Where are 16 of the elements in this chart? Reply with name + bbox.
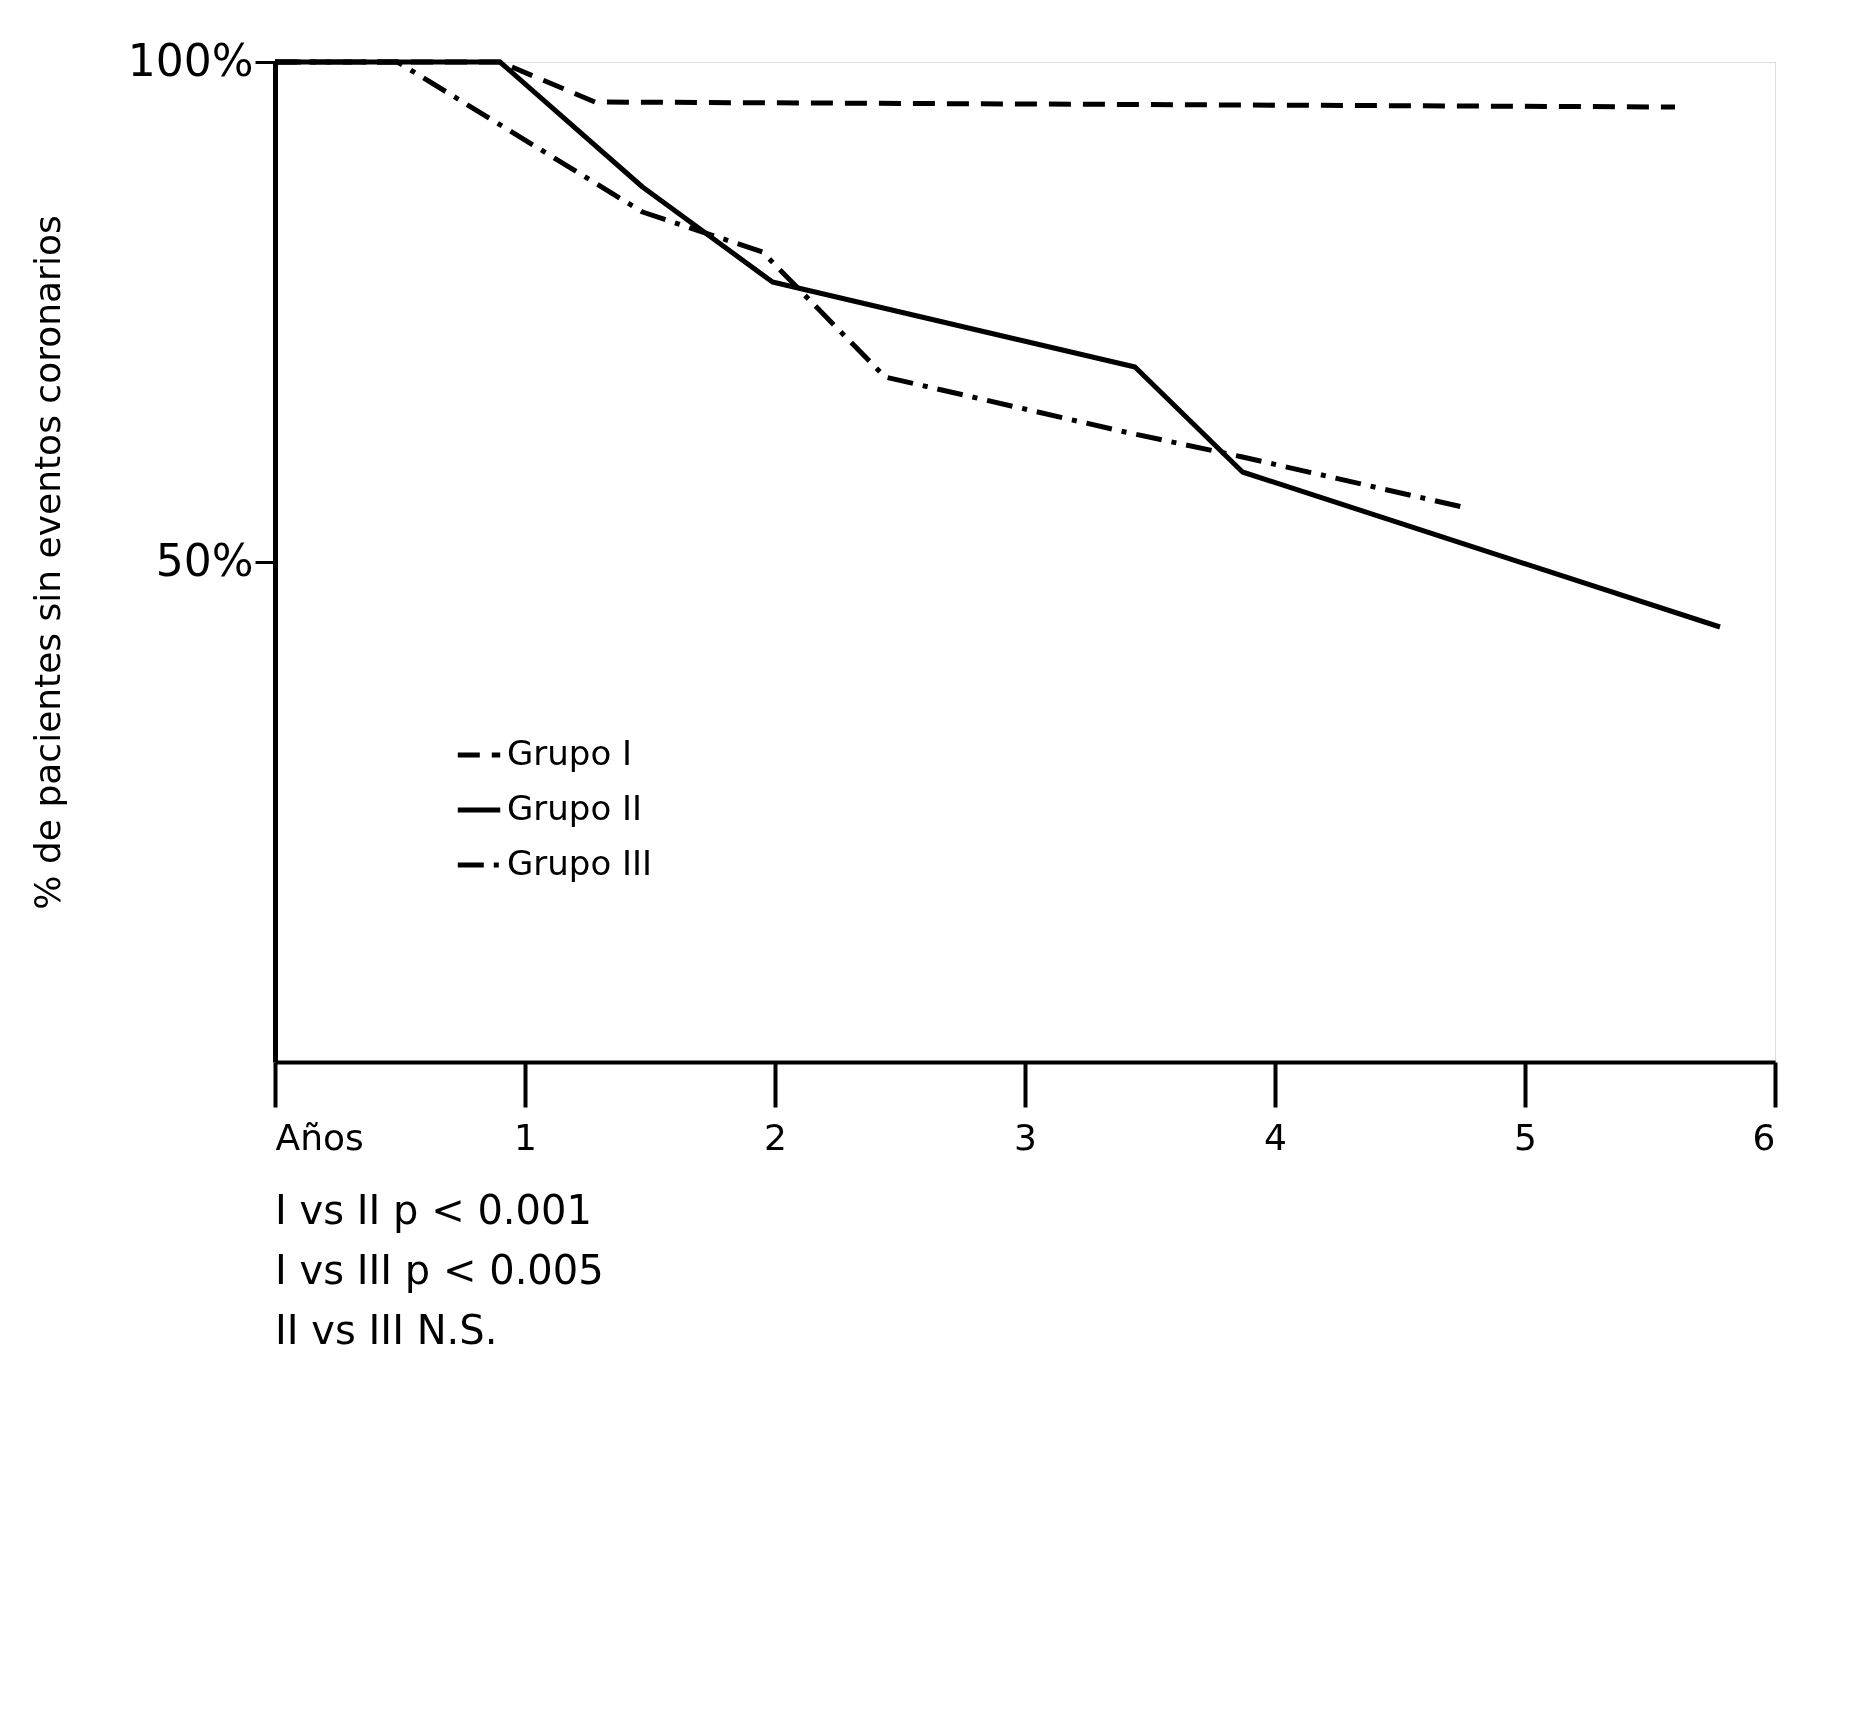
legend-label: Grupo I xyxy=(507,733,633,773)
y-tick-label: 50% xyxy=(155,534,254,586)
x-tick-label: 4 xyxy=(1264,1116,1287,1158)
x-tick-label: 1 xyxy=(514,1116,537,1158)
legend-label: Grupo II xyxy=(507,788,643,828)
text: I vs II p < 0.001 xyxy=(275,1187,592,1233)
text: I vs III p < 0.005 xyxy=(275,1247,604,1293)
y-tick-label: 100% xyxy=(127,34,254,86)
text: II vs III N.S. xyxy=(275,1307,498,1353)
x-tick-label: 5 xyxy=(1514,1116,1537,1158)
x-tick-label: 6 xyxy=(1752,1116,1776,1158)
y-axis-title: % de pacientes sin eventos coronarios xyxy=(26,215,68,910)
legend-label: Grupo III xyxy=(507,843,653,883)
x-tick-label: 2 xyxy=(764,1116,787,1158)
x-tick-label: 3 xyxy=(1014,1116,1037,1158)
x-tick-label: Años xyxy=(275,1116,364,1158)
